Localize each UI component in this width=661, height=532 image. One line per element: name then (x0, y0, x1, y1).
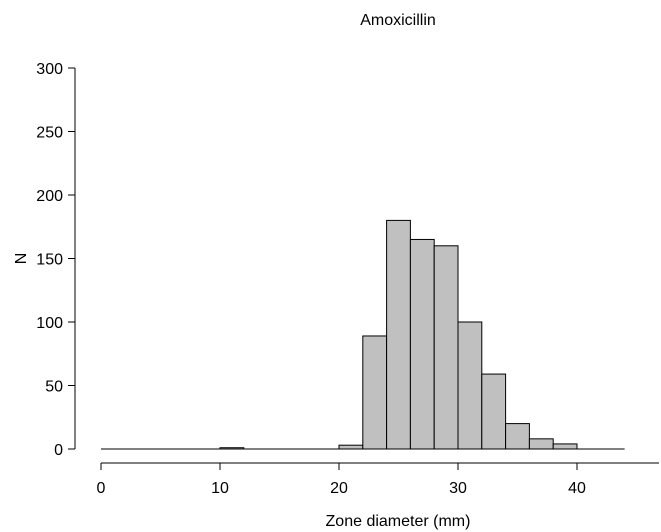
x-tick-label: 30 (449, 480, 467, 497)
y-tick-label: 50 (45, 379, 63, 396)
x-tick-label: 20 (330, 480, 348, 497)
histogram-bar (386, 219, 411, 450)
y-axis: 0 50 100 150 200 250 300 (36, 61, 76, 459)
histogram-bar (219, 447, 245, 450)
y-tick-label: 150 (36, 252, 63, 269)
y-tick-label: 100 (36, 315, 63, 332)
y-tick-label: 250 (36, 125, 63, 142)
histogram-bar (457, 321, 483, 450)
y-axis-label: N (13, 253, 30, 265)
histogram-bar (481, 373, 507, 450)
x-tick-label: 0 (97, 480, 106, 497)
x-axis-label: Zone diameter (mm) (326, 513, 471, 530)
histogram-bar (505, 423, 530, 450)
y-tick-label: 0 (54, 442, 63, 459)
histogram-bar (338, 444, 364, 450)
histogram-bar (362, 335, 388, 450)
histogram-bars (219, 219, 578, 450)
histogram-bar (528, 438, 554, 450)
y-tick-label: 200 (36, 188, 63, 205)
histogram-bar (409, 238, 435, 450)
y-tick-label: 300 (36, 61, 63, 78)
x-tick-label: 40 (568, 480, 586, 497)
x-tick-label: 10 (211, 480, 229, 497)
chart-title: Amoxicillin (360, 12, 436, 29)
histogram-bar (433, 245, 459, 450)
histogram-bar (552, 443, 578, 450)
x-axis: 0 10 20 30 40 (97, 462, 659, 497)
